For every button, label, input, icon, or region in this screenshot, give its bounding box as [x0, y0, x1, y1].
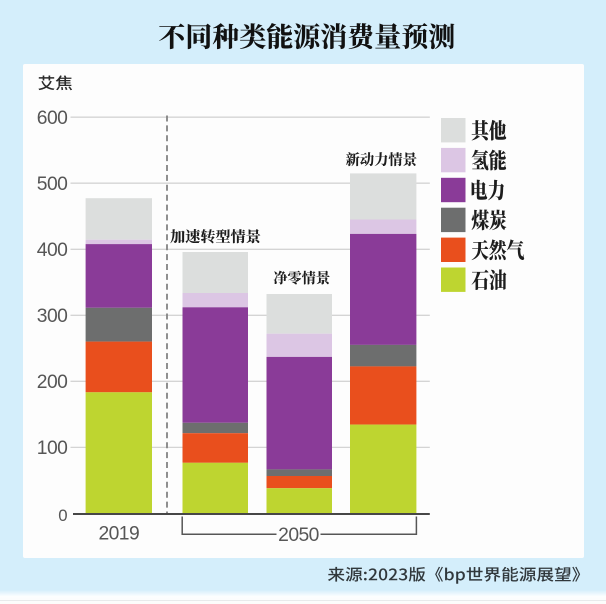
svg-text:300: 300: [37, 306, 68, 327]
svg-text:0: 0: [58, 506, 67, 525]
svg-text:600: 600: [37, 108, 68, 129]
svg-text:2050: 2050: [278, 525, 319, 546]
svg-text:200: 200: [37, 372, 68, 393]
svg-text:100: 100: [37, 438, 68, 459]
svg-text:2019: 2019: [98, 523, 139, 544]
svg-text:400: 400: [37, 240, 68, 261]
svg-text:500: 500: [37, 174, 68, 195]
